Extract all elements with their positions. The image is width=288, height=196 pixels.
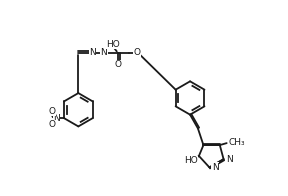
Text: O: O	[48, 107, 55, 116]
Text: HO: HO	[184, 156, 198, 165]
Text: N: N	[212, 163, 219, 172]
Text: O: O	[48, 121, 55, 129]
Text: CH₃: CH₃	[229, 138, 245, 147]
Text: O: O	[133, 48, 140, 57]
Text: HO: HO	[106, 40, 120, 49]
Text: N: N	[101, 48, 107, 57]
Text: O: O	[114, 60, 122, 69]
Text: N: N	[53, 114, 60, 122]
Text: N: N	[89, 48, 96, 57]
Text: N: N	[226, 155, 233, 164]
